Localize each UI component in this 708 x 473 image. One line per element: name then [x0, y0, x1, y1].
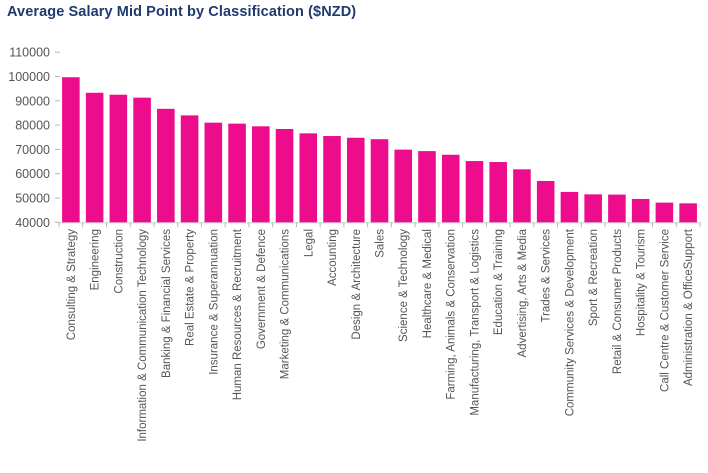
bar: [489, 162, 507, 223]
bar: [204, 122, 223, 223]
x-tick-label: Design & Architecture: [351, 229, 363, 340]
x-axis-labels: Consulting & Strategy Engineering Construc…: [66, 228, 695, 441]
x-tick-label: Advertising, Arts & Media: [517, 228, 529, 357]
bar: [346, 137, 365, 223]
y-tick-label: 40000: [15, 216, 50, 230]
x-tick-label: Farming, Animals & Conservation: [446, 229, 458, 400]
y-tick-label: 60000: [15, 167, 50, 181]
bar: [157, 108, 175, 223]
x-tick-label: Retail & Consumer Products: [612, 229, 624, 374]
x-tick-label: Sport & Recreation: [588, 229, 600, 326]
bar: [180, 115, 199, 223]
y-axis: 40000 50000 60000 70000 80000 90000 100000 1100…: [8, 46, 60, 230]
x-tick-label: Education & Training: [493, 229, 505, 335]
x-tick-label: Construction: [113, 229, 125, 294]
bar: [109, 94, 128, 223]
bar: [133, 97, 151, 223]
x-tick-label: Community Services & Development: [564, 228, 576, 416]
bar: [323, 136, 341, 223]
x-tick-label: Real Estate & Property: [185, 229, 197, 346]
bar: [418, 151, 436, 223]
x-tick-label: Marketing & Communications: [280, 229, 292, 379]
y-tick-label: 100000: [8, 70, 50, 84]
x-tick-label: Hospitality & Tourism: [636, 229, 648, 336]
x-tick-label: Science & Technology: [398, 229, 410, 342]
x-tick-label: Human Resources & Recruitment: [232, 228, 244, 400]
bar: [441, 154, 460, 223]
bar: [228, 123, 246, 223]
x-tick-label: Administration & OfficeSupport: [683, 228, 695, 386]
bar: [85, 92, 104, 223]
x-tick-label: Trades & Services: [541, 229, 553, 323]
x-tick-label: Engineering: [90, 229, 102, 290]
x-tick-label: Information & Communication Technology: [137, 229, 149, 442]
x-tick-label: Government & Defence: [256, 229, 268, 349]
bar: [584, 194, 602, 223]
bar: [370, 139, 389, 223]
bar: [252, 126, 270, 223]
y-tick-label: 50000: [15, 192, 50, 206]
bar: [465, 161, 484, 223]
x-tick-label: Legal: [303, 229, 315, 257]
bar: [655, 202, 674, 223]
x-tick-label: Insurance & Superannuation: [208, 229, 220, 375]
x-tick-label: Manufacturing, Transport & Logistics: [469, 229, 481, 416]
bar: [631, 198, 650, 223]
bar: [608, 194, 626, 223]
x-tick-label: Accounting: [327, 229, 339, 286]
x-tick-label: Sales: [375, 229, 387, 258]
chart-title: Average Salary Mid Point by Classificati…: [7, 4, 357, 20]
x-tick-label: Healthcare & Medical: [422, 229, 434, 338]
y-tick-label: 90000: [15, 94, 50, 108]
bar: [536, 180, 555, 223]
bar: [394, 149, 413, 223]
bar: [275, 128, 294, 223]
bar: [62, 77, 80, 223]
x-axis: [58, 222, 701, 228]
y-tick-label: 70000: [15, 143, 50, 157]
bar: [560, 191, 579, 223]
x-tick-label: Call Centre & Customer Service: [659, 229, 671, 392]
y-tick-label: 80000: [15, 119, 50, 133]
bar: [299, 133, 318, 223]
x-tick-label: Consulting & Strategy: [66, 229, 78, 340]
bar: [679, 203, 697, 223]
x-tick-label: Banking & Financial Services: [161, 229, 173, 378]
y-tick-label: 110000: [9, 46, 50, 60]
bars: [62, 77, 697, 223]
bar: [513, 169, 531, 223]
